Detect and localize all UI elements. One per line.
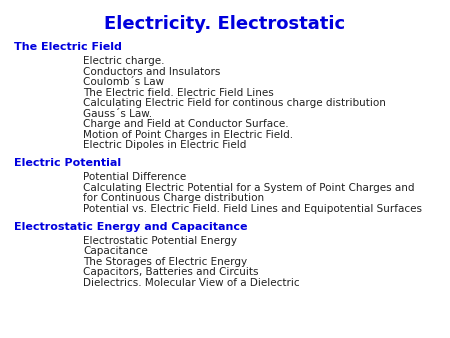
Text: Potential vs. Electric Field. Field Lines and Equipotential Surfaces: Potential vs. Electric Field. Field Line…: [83, 204, 422, 214]
Text: Dielectrics. Molecular View of a Dielectric: Dielectrics. Molecular View of a Dielect…: [83, 278, 300, 288]
Text: Capacitors, Batteries and Circuits: Capacitors, Batteries and Circuits: [83, 267, 259, 277]
Text: The Electric Field: The Electric Field: [14, 42, 122, 52]
Text: Electric Potential: Electric Potential: [14, 158, 121, 168]
Text: for Continuous Charge distribution: for Continuous Charge distribution: [83, 193, 265, 203]
Text: Conductors and Insulators: Conductors and Insulators: [83, 67, 220, 77]
Text: Electric Dipoles in Electric Field: Electric Dipoles in Electric Field: [83, 140, 247, 150]
Text: The Electric field. Electric Field Lines: The Electric field. Electric Field Lines: [83, 88, 274, 98]
Text: Calculating Electric Potential for a System of Point Charges and: Calculating Electric Potential for a Sys…: [83, 183, 415, 193]
Text: Potential Difference: Potential Difference: [83, 172, 186, 183]
Text: Charge and Field at Conductor Surface.: Charge and Field at Conductor Surface.: [83, 119, 289, 129]
Text: Capacitance: Capacitance: [83, 246, 148, 257]
Text: Electricity. Electrostatic: Electricity. Electrostatic: [104, 15, 346, 33]
Text: Calculating Electric Field for continous charge distribution: Calculating Electric Field for continous…: [83, 98, 386, 108]
Text: Motion of Point Charges in Electric Field.: Motion of Point Charges in Electric Fiel…: [83, 130, 293, 140]
Text: The Storages of Electric Energy: The Storages of Electric Energy: [83, 257, 248, 267]
Text: Electrostatic Potential Energy: Electrostatic Potential Energy: [83, 236, 237, 246]
Text: Electrostatic Energy and Capacitance: Electrostatic Energy and Capacitance: [14, 222, 247, 232]
Text: Gauss´s Law.: Gauss´s Law.: [83, 109, 153, 119]
Text: Electric charge.: Electric charge.: [83, 56, 165, 67]
Text: Coulomb´s Law: Coulomb´s Law: [83, 77, 164, 88]
